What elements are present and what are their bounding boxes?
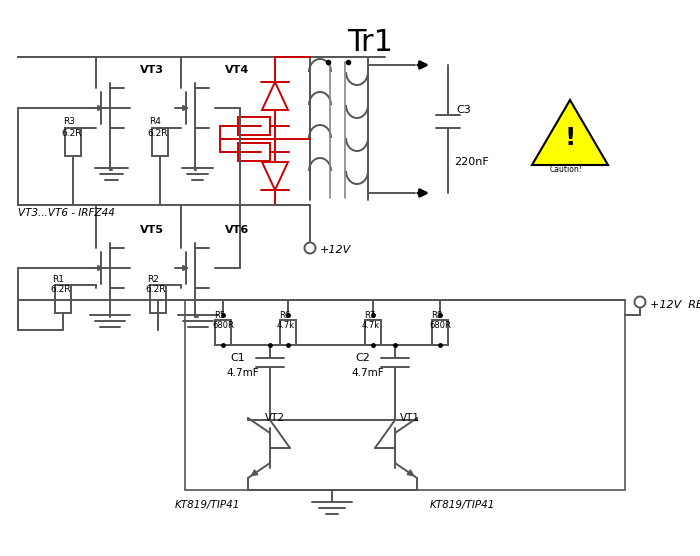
Text: 4.7k: 4.7k [277, 320, 295, 330]
Text: R1: R1 [52, 275, 64, 284]
Bar [152, 128, 168, 156]
Text: R3: R3 [63, 117, 75, 127]
Text: R2: R2 [147, 275, 159, 284]
Bar [150, 285, 166, 313]
Circle shape [304, 242, 316, 254]
Bar [238, 117, 270, 135]
Text: VT3: VT3 [140, 65, 164, 75]
Text: +12V  REM: +12V REM [650, 300, 700, 310]
Bar [365, 320, 381, 345]
Text: 4.7mF: 4.7mF [351, 368, 384, 378]
Text: 4.7k: 4.7k [362, 320, 380, 330]
Text: C2: C2 [355, 353, 370, 363]
Bar [215, 320, 231, 345]
Text: VT4: VT4 [225, 65, 249, 75]
Text: 6.2R: 6.2R [61, 128, 81, 137]
Text: VT2: VT2 [265, 413, 285, 423]
Text: VT6: VT6 [225, 225, 249, 235]
Bar [55, 285, 71, 313]
Text: Tr1: Tr1 [347, 28, 393, 57]
Bar [238, 143, 270, 161]
Text: !: ! [564, 126, 575, 150]
Polygon shape [532, 100, 608, 165]
Circle shape [634, 296, 645, 307]
Text: 4.7mF: 4.7mF [226, 368, 258, 378]
Bar [65, 128, 81, 156]
Text: 6.2R: 6.2R [50, 285, 71, 295]
Polygon shape [262, 82, 288, 110]
Text: C1: C1 [230, 353, 245, 363]
Text: KT819/TIP41: KT819/TIP41 [430, 500, 496, 510]
Text: 6.2R: 6.2R [145, 285, 165, 295]
Text: KT819/TIP41: KT819/TIP41 [175, 500, 240, 510]
Bar [185, 300, 625, 490]
Polygon shape [262, 162, 288, 190]
Text: R8: R8 [431, 310, 442, 320]
Bar [432, 320, 448, 345]
Text: 680R: 680R [212, 320, 234, 330]
Text: VT1: VT1 [400, 413, 420, 423]
Text: R7: R7 [364, 310, 375, 320]
Text: R4: R4 [149, 117, 161, 127]
Text: VT5: VT5 [140, 225, 164, 235]
Text: 6.2R: 6.2R [147, 128, 167, 137]
Text: C3: C3 [456, 105, 470, 115]
Text: +12V: +12V [320, 245, 351, 255]
Bar [280, 320, 296, 345]
Text: R6: R6 [279, 310, 290, 320]
Text: VT3...VT6 - IRFZ44: VT3...VT6 - IRFZ44 [18, 208, 115, 218]
Text: R5: R5 [214, 310, 225, 320]
Text: 680R: 680R [429, 320, 451, 330]
Text: Caution!: Caution! [550, 166, 582, 175]
Text: 220nF: 220nF [454, 157, 489, 167]
